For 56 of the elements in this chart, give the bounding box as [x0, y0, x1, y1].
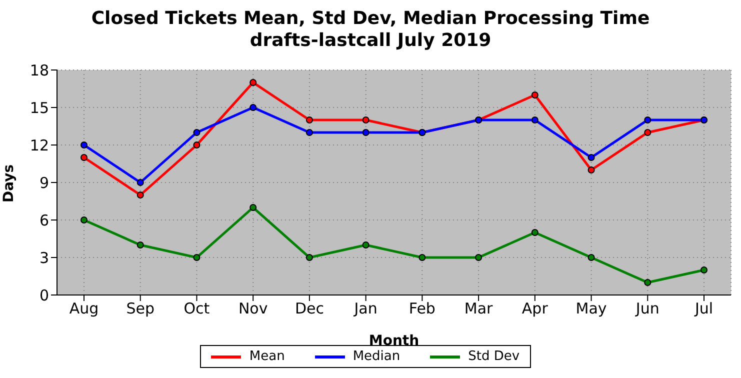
- legend-label: Median: [352, 349, 400, 364]
- y-tick-label: 15: [30, 98, 49, 117]
- x-tick-label: Feb: [408, 300, 436, 318]
- point: [306, 129, 313, 136]
- point: [700, 266, 708, 274]
- x-tick-label: Nov: [238, 300, 268, 318]
- point: [193, 254, 200, 261]
- point: [362, 129, 370, 136]
- legend-label: Std Dev: [467, 349, 520, 364]
- chart-subtitle: drafts-lastcall July 2019: [248, 30, 492, 52]
- point: [588, 154, 595, 161]
- x-tick-label: Apr: [522, 300, 549, 318]
- x-tick-label: Oct: [184, 300, 210, 318]
- x-tick-label: Jun: [634, 300, 660, 318]
- x-axis-title: Month: [368, 333, 420, 349]
- legend-label: Mean: [248, 349, 285, 364]
- point: [136, 192, 144, 198]
- x-tick-label: Mar: [464, 300, 494, 318]
- y-tick-label: 9: [39, 174, 49, 192]
- x-tick-label: Aug: [69, 300, 99, 318]
- point: [250, 79, 257, 86]
- point: [136, 179, 144, 186]
- y-tick-label: 18: [30, 61, 49, 80]
- point: [80, 142, 88, 148]
- point: [531, 229, 538, 236]
- point: [250, 104, 257, 111]
- point: [531, 92, 538, 98]
- point: [644, 129, 652, 136]
- point: [362, 116, 370, 124]
- point: [250, 204, 257, 211]
- point: [644, 279, 652, 286]
- point: [362, 242, 370, 248]
- point: [193, 142, 200, 148]
- y-tick-label: 0: [39, 286, 49, 304]
- point: [306, 254, 313, 261]
- x-tick-label: Dec: [294, 300, 324, 318]
- y-tick-label: 6: [39, 211, 49, 230]
- point: [588, 166, 595, 174]
- point: [644, 116, 652, 124]
- y-tick-label: 12: [30, 136, 49, 154]
- point: [80, 154, 88, 161]
- x-tick-label: May: [576, 300, 607, 318]
- chart-title: Closed Tickets Mean, Std Dev, Median Processing Time: [90, 8, 651, 30]
- point: [306, 116, 313, 124]
- point: [588, 254, 595, 261]
- x-tick-label: Jan: [353, 300, 378, 318]
- point: [531, 116, 538, 124]
- y-tick-label: 3: [39, 248, 49, 267]
- point: [136, 242, 144, 248]
- point: [193, 129, 200, 136]
- point: [475, 254, 482, 261]
- x-tick-label: Jul: [694, 300, 714, 318]
- y-axis-title: Days: [0, 164, 17, 202]
- x-tick-label: Sep: [126, 300, 155, 318]
- point: [80, 216, 88, 224]
- point: [418, 254, 426, 261]
